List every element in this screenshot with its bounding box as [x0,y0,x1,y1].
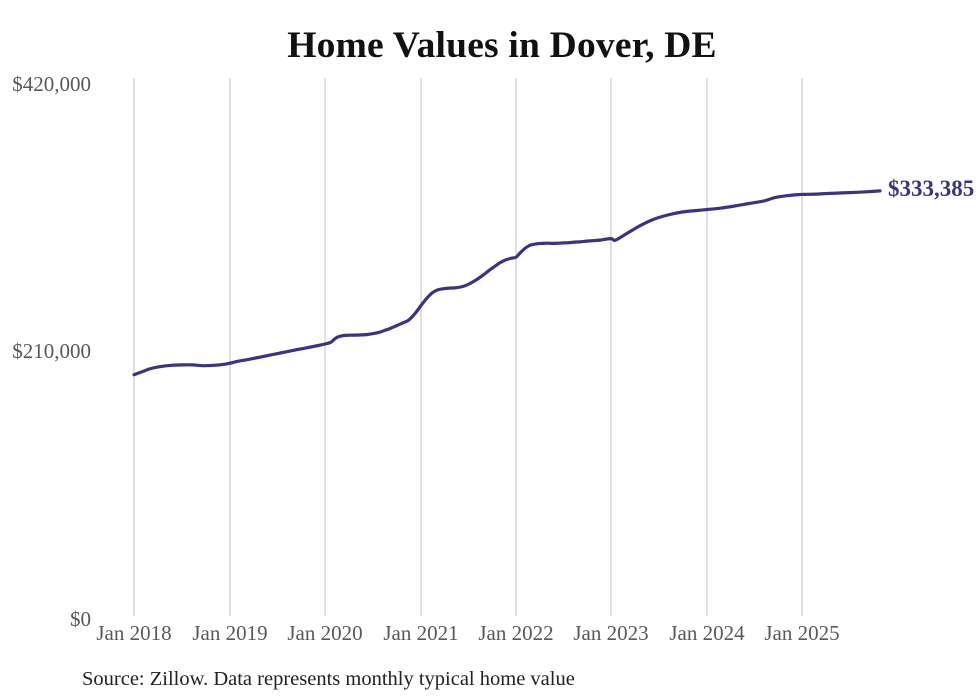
svg-text:Jan 2025: Jan 2025 [764,621,839,645]
svg-text:Jan 2020: Jan 2020 [287,621,362,645]
svg-text:Jan 2024: Jan 2024 [669,621,745,645]
svg-text:Jan 2022: Jan 2022 [478,621,553,645]
svg-text:$210,000: $210,000 [12,339,91,363]
svg-text:$0: $0 [70,607,91,631]
svg-text:Jan 2023: Jan 2023 [573,621,648,645]
svg-text:Jan 2019: Jan 2019 [192,621,267,645]
svg-text:$333,385: $333,385 [888,176,974,201]
svg-text:Jan 2018: Jan 2018 [96,621,171,645]
svg-text:Jan 2021: Jan 2021 [383,621,458,645]
svg-text:$420,000: $420,000 [12,72,91,96]
